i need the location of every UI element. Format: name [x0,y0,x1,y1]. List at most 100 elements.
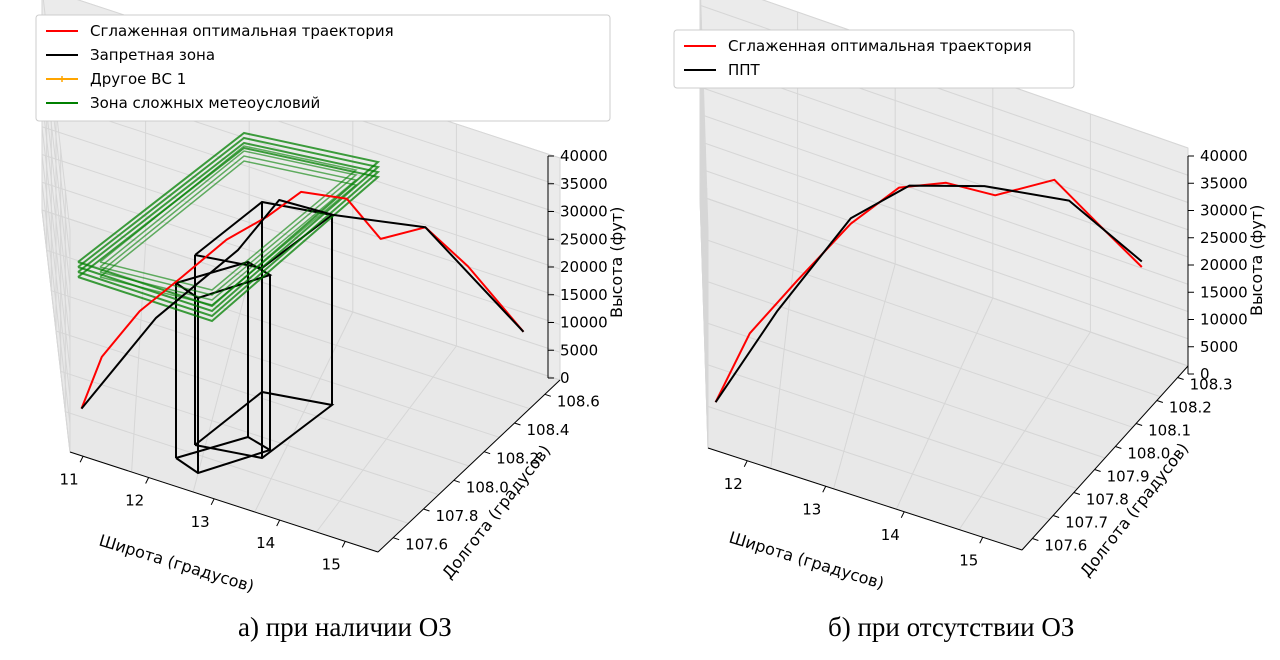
grid-line [705,363,1078,490]
x-axis-line [707,447,1023,551]
z-tick-label: 25000 [1200,229,1248,247]
x-tick [210,498,215,506]
y-tick [1156,400,1164,403]
series-line [714,184,1143,403]
weather-zone [99,150,358,296]
legend-label: Сглаженная оптимальная траектория [728,37,1032,55]
z-tick-label: 30000 [560,203,608,221]
y-tick [1135,423,1143,426]
y-tick-label: 108.2 [496,450,539,468]
chart-panel-a: 11 12 13 14 15 107.6 107.8 108.0 108.2 108.4 108.6… [35,0,626,596]
legend-box [35,14,611,122]
grid-line [41,154,71,397]
y-tick-label: 107.9 [1107,468,1150,486]
y-axis-line [377,379,561,553]
legend-label: ППТ [728,61,761,79]
x-tick [145,477,150,484]
plot-area: 12 13 14 15 107.6 107.7 107.8 107.9 108.0 108.1 10… [699,0,1266,593]
grid-line [699,195,709,449]
grid-line [51,290,500,438]
z-tick-label: 40000 [560,147,608,165]
grid-line [699,113,1189,285]
y-tick [514,422,521,426]
legend-label: Сглаженная оптимальная траектория [90,22,394,40]
z-axis-label: Высота (фут) [1247,205,1266,316]
grid-line [699,86,709,340]
y-tick-label: 107.8 [1086,491,1129,509]
y-tick-label: 108.6 [557,392,600,410]
z-tick-label: 10000 [560,314,608,332]
grid-line [699,195,1189,367]
y-tick-label: 107.6 [405,536,448,554]
z-tick-label: 15000 [1200,283,1248,301]
x-tick [743,460,748,467]
legend-box [673,29,1075,89]
series-line [80,199,525,410]
grid-line [699,59,709,312]
grid-line [41,98,561,270]
y-tick [1115,446,1122,449]
grid-line [65,411,409,524]
x-tick-label: 11 [60,470,79,488]
grid-line [41,182,71,425]
z-tick-label: 30000 [1200,202,1248,220]
x-tick-label: 14 [881,526,900,544]
weather-zone [77,136,381,313]
y-tick [1032,538,1039,541]
chart-a-svg: 11 12 13 14 15 107.6 107.8 108.0 108.2 108.4 108.6… [35,0,626,596]
z-tick-label: 20000 [560,258,608,276]
chart-panel-b: 12 13 14 15 107.6 107.7 107.8 107.9 108.0 108.1 10… [640,0,1280,660]
y-tick [1177,377,1184,380]
y-tick [1094,469,1101,472]
y-tick-label: 107.7 [1065,514,1108,532]
grid-line [41,98,71,342]
grid-line [699,86,1189,258]
z-tick-label: 20000 [1200,256,1248,274]
grid-line [699,141,709,394]
x-tick [979,537,984,544]
grid-line [41,126,71,369]
grid-line [699,168,1189,340]
grid-line [60,370,439,496]
y-tick-label: 108.4 [527,421,570,439]
grid-line [41,126,561,298]
grid-line [700,0,709,231]
x-tick-label: 14 [256,534,275,552]
z-tick-label: 0 [560,369,570,387]
weather-zone [99,155,358,301]
y-tick-label: 108.0 [1127,445,1170,463]
z-tick-label: 40000 [1200,147,1248,165]
legend-label: Другое ВС 1 [90,70,186,88]
z-tick-label: 10000 [1200,311,1248,329]
legend: Сглаженная оптимальная траектория ППТ [673,29,1075,89]
y-tick-label: 107.6 [1044,537,1087,555]
z-tick-label: 5000 [560,341,598,359]
y-tick [423,508,430,512]
y-tick [484,451,491,455]
x-tick [900,511,905,518]
grid-line [703,321,1106,459]
y-tick [544,393,551,397]
z-tick-label: 35000 [560,175,608,193]
x-axis-label: Широта (градусов) [727,528,887,593]
y-tick-label: 108.1 [1148,422,1191,440]
y-tick-label: 108.3 [1190,376,1233,394]
grid-line [41,209,71,453]
z-tick-label: 35000 [1200,174,1248,192]
weather-zone [77,146,381,323]
grid-line [701,237,1161,398]
x-axis-line [69,451,379,553]
z-tick-label: 25000 [560,230,608,248]
y-tick [1073,492,1081,495]
grid-line [699,168,709,421]
y-tick-label: 107.8 [436,507,479,525]
x-tick-label: 15 [322,555,341,573]
y-tick-label: 108.0 [466,478,509,496]
legend-label: Запретная зона [90,46,215,64]
x-tick-label: 12 [724,475,743,493]
x-tick-label: 13 [802,500,821,518]
weather-zone [99,160,358,306]
caption-b: б) при отсутствии ОЗ [828,612,1075,642]
caption-a: а) при наличии ОЗ [238,612,452,642]
weather-zone [77,131,381,308]
